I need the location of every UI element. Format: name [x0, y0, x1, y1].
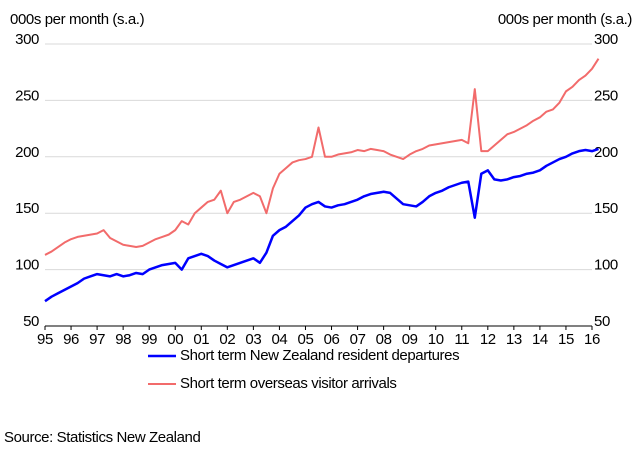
y2-tick-label: 300 [594, 31, 618, 48]
x-tick-label: 16 [584, 331, 600, 348]
x-tick-label: 07 [350, 331, 366, 348]
legend-label: Short term overseas visitor arrivals [180, 375, 397, 392]
x-tick-label: 99 [141, 331, 157, 348]
y2-tick-label: 250 [594, 87, 618, 104]
x-tick-label: 01 [193, 331, 209, 348]
y-tick-label: 150 [15, 200, 39, 217]
x-tick-label: 08 [376, 331, 392, 348]
x-tick-label: 05 [298, 331, 314, 348]
x-tick-label: 97 [89, 331, 105, 348]
y-tick-label: 250 [15, 87, 39, 104]
source: Source: Statistics New Zealand [4, 429, 200, 446]
x-tick-label: 15 [558, 331, 574, 348]
series-line [44, 147, 599, 303]
x-tick-label: 10 [428, 331, 444, 348]
legend-label: Short term New Zealand resident departur… [180, 347, 459, 364]
x-tick-label: 96 [63, 331, 79, 348]
x-tick-label: 14 [532, 331, 548, 348]
y2-tick-label: 100 [594, 257, 618, 274]
x-tick-label: 06 [324, 331, 340, 348]
y-axis-label: 000s per month (s.a.) [10, 11, 145, 28]
y-tick-label: 100 [15, 257, 39, 274]
x-tick-label: 04 [271, 331, 287, 348]
x-tick-label: 00 [167, 331, 183, 348]
x-tick-label: 95 [37, 331, 53, 348]
x-tick-label: 11 [454, 331, 469, 348]
x-tick-label: 02 [219, 331, 235, 348]
x-tick-label: 13 [506, 331, 522, 348]
x-tick-label: 98 [115, 331, 131, 348]
y2-tick-label: 50 [594, 313, 610, 330]
y2-axis-label: 000s per month (s.a.) [498, 11, 633, 28]
x-tick-label: 03 [245, 331, 261, 348]
x-tick-label: 12 [480, 331, 496, 348]
x-tick-label: 09 [402, 331, 418, 348]
y-tick-label: 50 [23, 313, 39, 330]
series-line [44, 58, 600, 256]
y2-tick-label: 200 [594, 144, 618, 161]
y-tick-label: 300 [15, 31, 39, 48]
y-tick-label: 200 [15, 144, 39, 161]
y2-tick-label: 150 [594, 200, 618, 217]
